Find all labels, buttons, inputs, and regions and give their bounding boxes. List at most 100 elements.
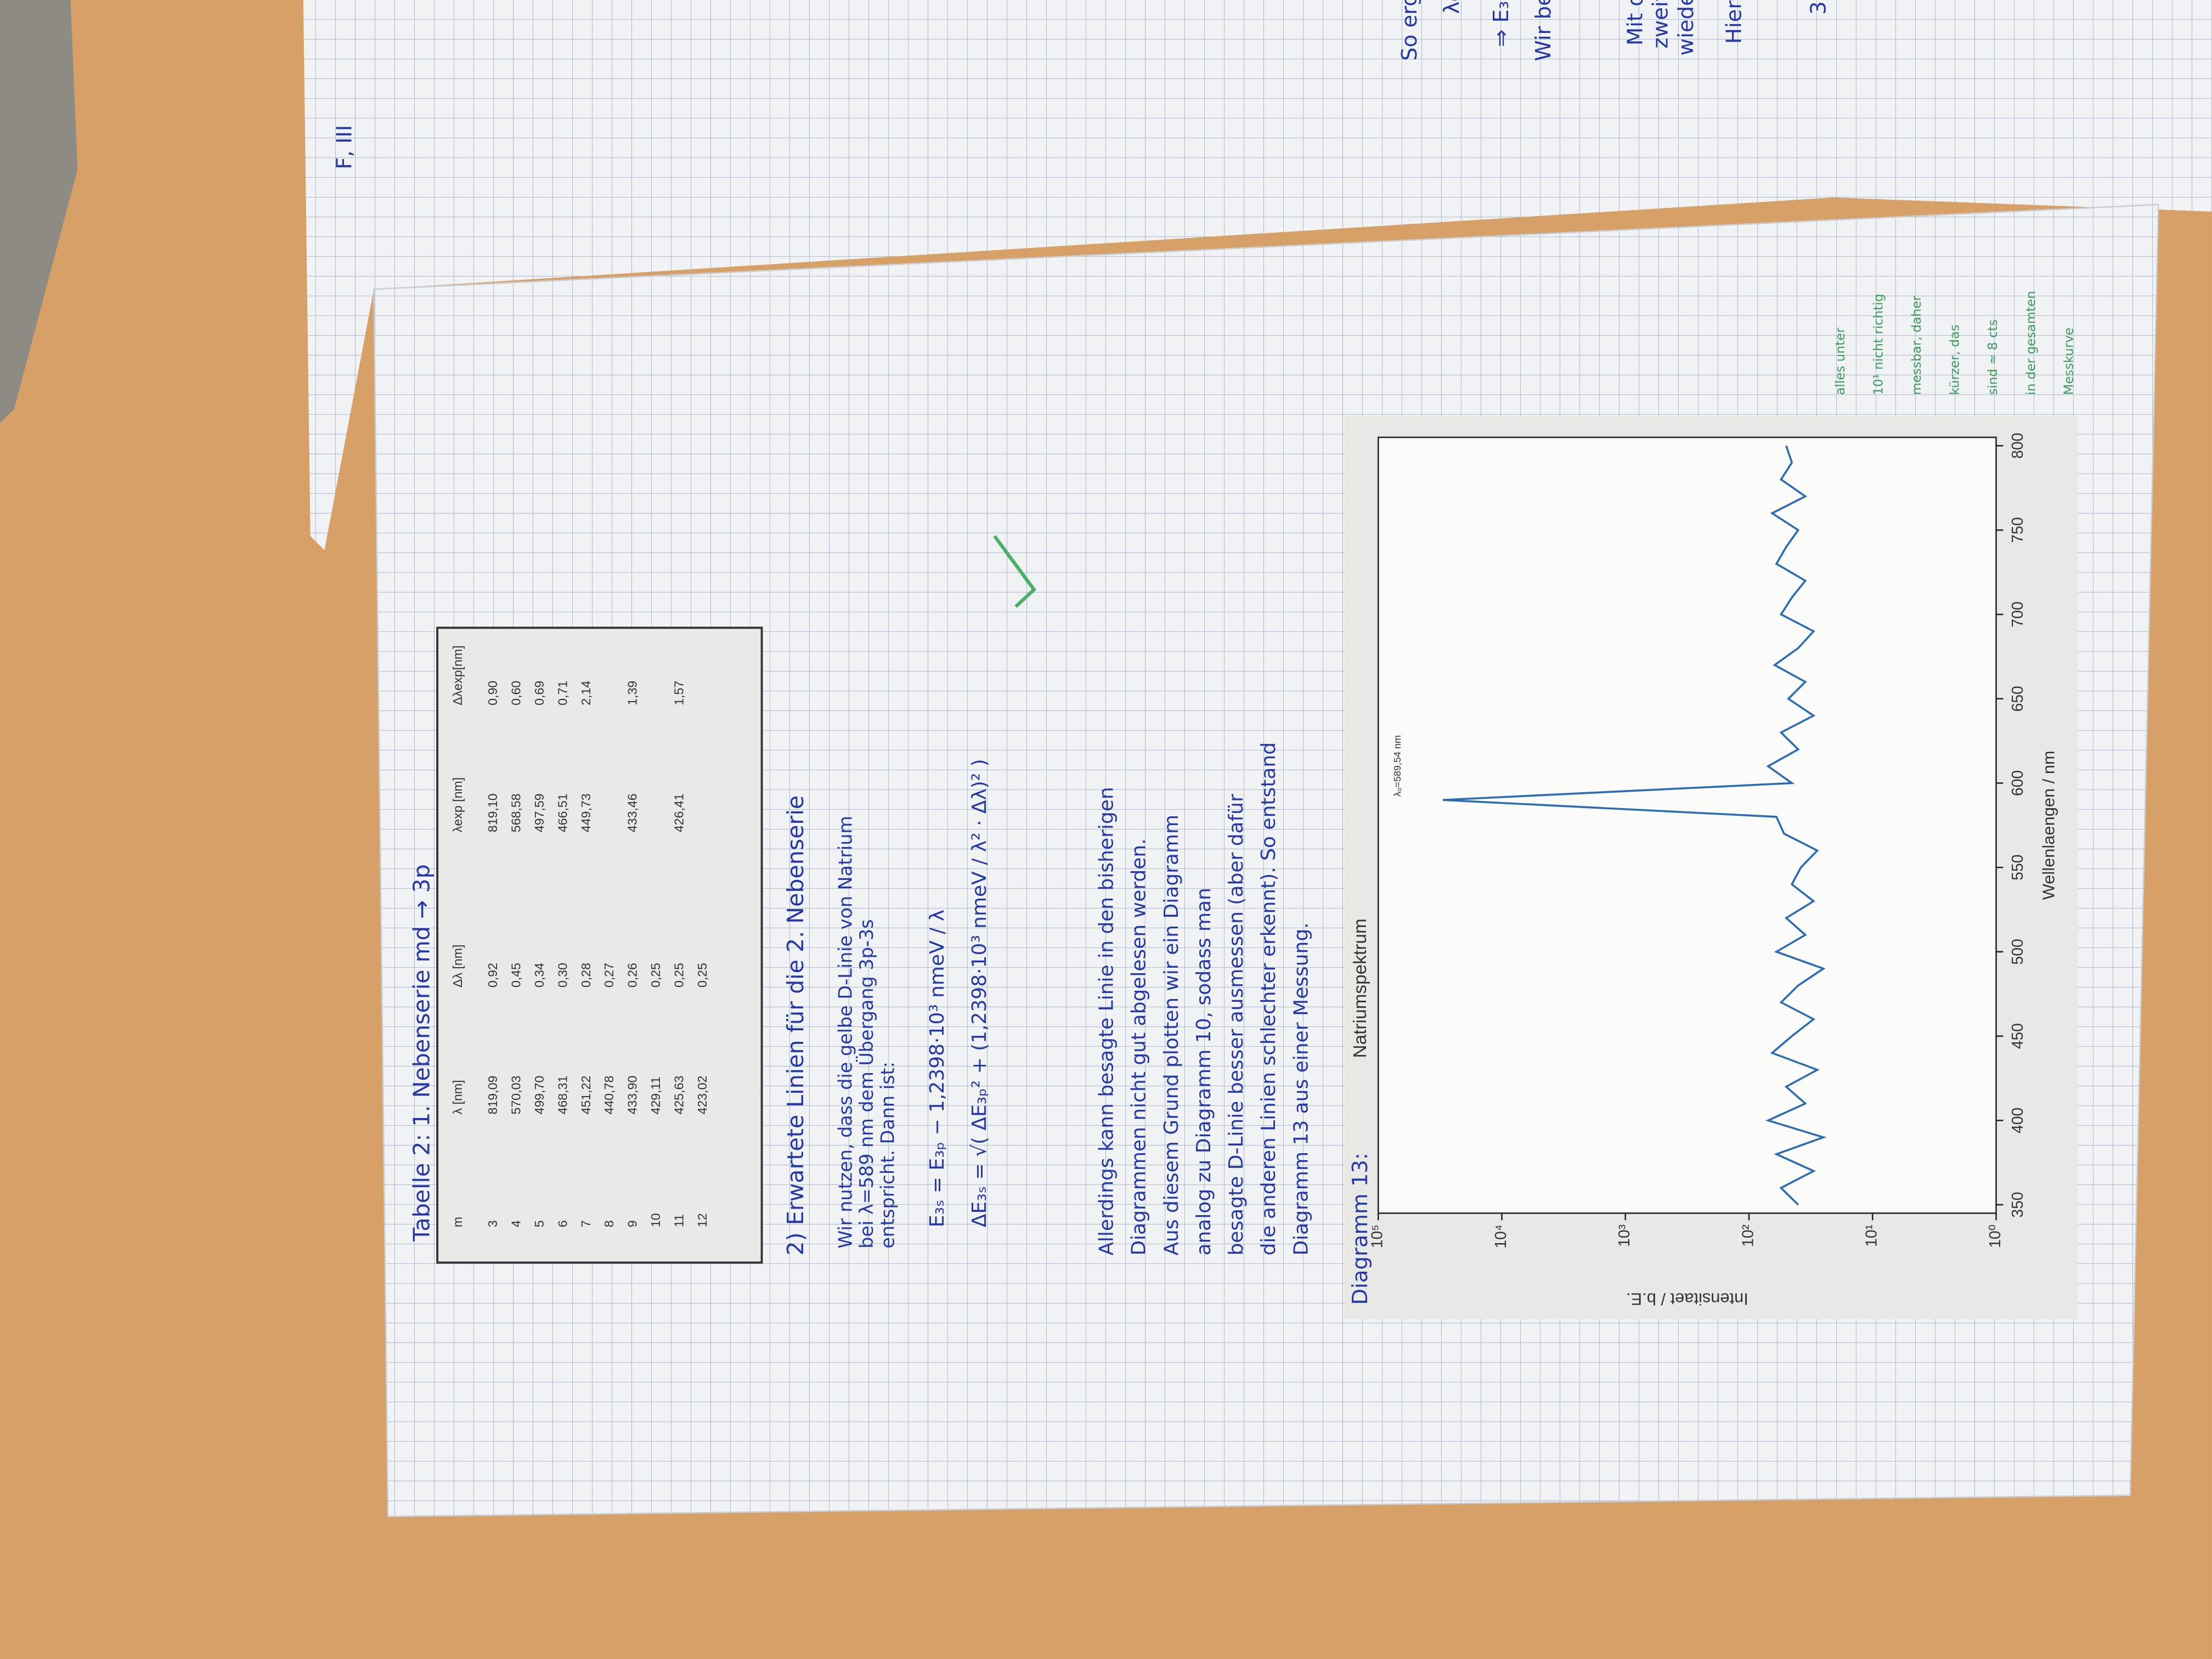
side-note-line: kürzer, das: [1948, 325, 1962, 395]
table-cell: 8: [602, 1220, 616, 1227]
intro-line: entspricht. Dann ist:: [877, 1062, 898, 1249]
side-note-line: sind ≈ 8 cts: [1986, 319, 2000, 395]
table-cell: 451,22: [579, 1076, 593, 1115]
x-tick-label: 550: [2008, 855, 2026, 881]
intro-line: Wir nutzen, dass die gelbe D-Linie von N…: [834, 816, 856, 1249]
table-cell: 433,90: [625, 1076, 640, 1115]
side-note-line: messbar, daher: [1910, 295, 1924, 395]
x-tick-label: 400: [2008, 1108, 2026, 1133]
table-cell: 0,27: [602, 963, 616, 988]
table-cell: 6: [555, 1220, 569, 1227]
table-cell: 2,14: [579, 681, 593, 706]
table-cell: 0,45: [509, 963, 523, 988]
table-cell: 1,39: [625, 681, 640, 706]
page-content: Tabelle 2: 1. Nebenserie md → 3p 2) Erwa…: [408, 291, 2078, 1319]
table-cell: 499,70: [532, 1076, 546, 1115]
table-cell: 819,10: [486, 793, 500, 832]
side-note-line: in der gesamten: [2024, 291, 2038, 395]
table-cell: 0,90: [486, 681, 500, 706]
table-header: Δλexp[nm]: [450, 645, 465, 705]
table-cell: 568,58: [509, 793, 523, 832]
table-cell: 4: [509, 1220, 523, 1227]
y-tick-label: 10⁵: [1368, 1224, 1386, 1248]
table-cell: 7: [579, 1220, 593, 1227]
x-tick-label: 650: [2008, 686, 2026, 712]
section-heading: 2) Erwartete Linien für die 2. Nebenseri…: [782, 795, 809, 1256]
paragraph-line: Allerdings kann besagte Linie in den bis…: [1096, 787, 1118, 1255]
table-cell: 3: [486, 1220, 500, 1227]
formula: ΔE₃ₛ = √( ΔE₃ₚ² + (1,2398·10³ nmeV / λ² …: [968, 759, 991, 1227]
table-cell: 449,73: [579, 793, 593, 832]
table-cell: 423,02: [695, 1076, 709, 1115]
table-cell: 5: [532, 1220, 546, 1227]
previous-page-text: ⇒ E₃ₛ: [1489, 0, 1514, 47]
check-mark: [993, 535, 1037, 608]
table-cell: 12: [695, 1213, 709, 1227]
plot-area: [1377, 436, 1997, 1214]
table-cell: 425,63: [672, 1076, 686, 1115]
peak-annotation: λ₀=589,54 nm: [1392, 735, 1403, 797]
x-tick-label: 450: [2008, 1023, 2026, 1049]
y-tick-label: 10²: [1739, 1224, 1756, 1247]
previous-page-text: So erg: [1397, 0, 1422, 61]
y-tick-label: 10⁴: [1492, 1224, 1509, 1249]
x-tick-label: 800: [2008, 433, 2026, 459]
previous-page: [303, 0, 2212, 550]
table-cell: 468,31: [555, 1076, 569, 1115]
table-cell: 0,34: [532, 963, 546, 988]
table-cell: 440,78: [602, 1076, 616, 1115]
y-tick-label: 10³: [1615, 1224, 1633, 1247]
paragraph-line: Diagramm 13 aus einer Messung.: [1290, 922, 1312, 1255]
previous-page-text: zweit: [1649, 0, 1673, 48]
paragraph-line: Aus diesem Grund plotten wir ein Diagram…: [1160, 815, 1183, 1256]
table-cell: 0,25: [648, 963, 663, 988]
x-tick-label: 700: [2008, 601, 2026, 627]
y-tick-label: 10¹: [1863, 1224, 1880, 1247]
side-note-line: alles unter: [1833, 328, 1848, 395]
table-cell: 570,03: [509, 1076, 523, 1115]
table-cell: 0,25: [672, 963, 686, 988]
y-tick-label: 10⁰: [1986, 1224, 2004, 1248]
paragraph-line: Diagrammen nicht gut abgelesen werden.: [1128, 838, 1150, 1255]
table-cell: 429,11: [648, 1076, 663, 1114]
other-notebook: [0, 0, 78, 424]
table-title: Tabelle 2: 1. Nebenserie md → 3p: [408, 864, 435, 1242]
previous-page-text: λ₀: [1440, 0, 1464, 14]
x-tick-label: 600: [2008, 770, 2026, 796]
table-cell: 10: [648, 1213, 663, 1227]
side-note-line: Messkurve: [2062, 328, 2076, 395]
diagram-caption: Diagramm 13:: [1348, 1153, 1373, 1305]
table-cell: 0,92: [486, 963, 500, 988]
table-cell: 0,60: [509, 681, 523, 706]
table-cell: 0,28: [579, 963, 593, 988]
table-cell: 9: [625, 1220, 640, 1227]
previous-page-text: F, III: [332, 125, 357, 170]
formula: E₃ₛ = E₃ₚ − 1,2398·10³ nmeV / λ: [926, 910, 949, 1227]
x-axis-title: Wellenlaengen / nm: [2039, 751, 2058, 900]
table-header: λexp [nm]: [450, 777, 465, 832]
table-cell: 1,57: [672, 681, 686, 706]
table-cell: 466,51: [555, 793, 569, 832]
previous-page-text: Hierf: [1722, 0, 1746, 44]
table-header: m: [450, 1217, 465, 1227]
table-cell: 0,26: [625, 963, 640, 988]
table-header: Δλ [nm]: [450, 945, 465, 988]
table-cell: 0,30: [555, 963, 569, 988]
side-note-line: 10¹ nicht richtig: [1872, 294, 1886, 395]
intro-line: bei λ=589 nm dem Übergang 3p-3s: [855, 919, 877, 1248]
previous-page-text: Mit d: [1623, 0, 1647, 46]
previous-page-text: wiede: [1674, 0, 1699, 55]
table-cell: 0,71: [555, 681, 569, 706]
x-tick-label: 500: [2008, 939, 2026, 964]
previous-page-text: Wir be: [1531, 0, 1556, 61]
table-cell: 11: [672, 1214, 686, 1227]
table-cell: 819,09: [486, 1076, 500, 1115]
table-header: λ [nm]: [450, 1080, 465, 1114]
table-cell: 497,59: [532, 793, 546, 832]
previous-page-content: F, III So erg λ₀ ⇒ E₃ₛ Wir be Mit d zweit wiede…: [332, 0, 1831, 170]
previous-page-text: 3): [1807, 0, 1831, 15]
paragraph-line: analog zu Diagramm 10, sodass man: [1193, 888, 1215, 1256]
